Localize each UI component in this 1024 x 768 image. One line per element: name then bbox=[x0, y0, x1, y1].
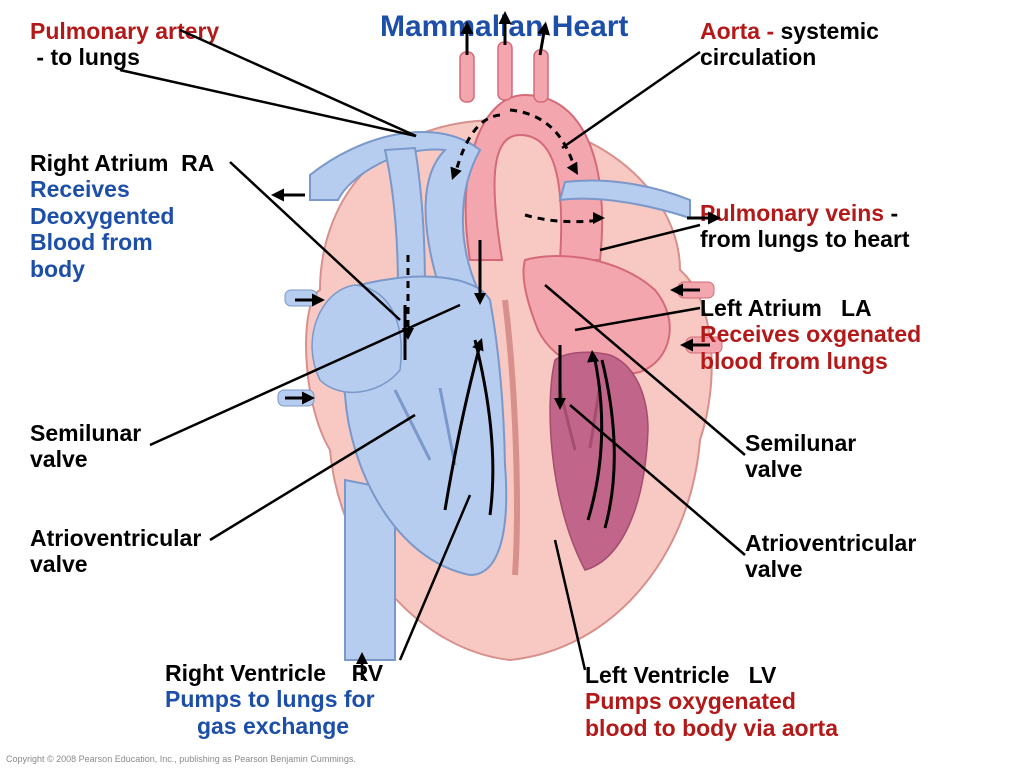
diagram-title: Mammalian Heart bbox=[380, 10, 628, 44]
right-chambers bbox=[341, 277, 506, 575]
left-atrium bbox=[523, 256, 669, 374]
leader-and-flow-arrows bbox=[0, 0, 1024, 768]
label-av-right-label: Atrioventricular valve bbox=[745, 530, 916, 583]
copyright-text: Copyright © 2008 Pearson Education, Inc.… bbox=[6, 754, 356, 764]
heart-outer-wall bbox=[306, 120, 712, 660]
label-semilunar-right-label: Semilunar valve bbox=[745, 430, 856, 483]
label-right-atrium: Right Atrium RA Receives Deoxygented Blo… bbox=[30, 150, 214, 282]
label-pulm-artery: Pulmonary artery - to lungs bbox=[30, 18, 219, 71]
pulm-vein-stub-2 bbox=[278, 390, 314, 406]
pulmonary-artery-right bbox=[560, 181, 690, 218]
left-ventricle-cavity bbox=[550, 352, 648, 570]
vena-cava-inferior bbox=[345, 480, 395, 660]
rv-up-arrow bbox=[0, 0, 1024, 768]
label-semilunar-left-label: Semilunar valve bbox=[30, 420, 141, 473]
av-valve-right bbox=[395, 388, 455, 465]
heart-illustration bbox=[0, 0, 1024, 768]
aorta-branch-1 bbox=[460, 52, 474, 102]
vena-cava-superior bbox=[385, 148, 425, 290]
aorta-arch bbox=[466, 95, 603, 260]
right-atrium bbox=[312, 285, 401, 392]
pulmonary-artery bbox=[310, 132, 480, 290]
aorta-branch-2 bbox=[498, 42, 512, 100]
av-valve-left bbox=[560, 385, 600, 450]
label-av-left-label: Atrioventricular valve bbox=[30, 525, 201, 578]
pulm-vein-stub-1 bbox=[285, 290, 317, 306]
label-right-ventricle: Right Ventricle RV Pumps to lungs for ga… bbox=[165, 660, 383, 739]
label-pulm-veins: Pulmonary veins - from lungs to heart bbox=[700, 200, 910, 253]
label-left-atrium: Left Atrium LA Receives oxgenated blood … bbox=[700, 295, 921, 374]
septum bbox=[505, 300, 517, 575]
aorta-branch-3 bbox=[534, 50, 548, 102]
label-left-ventricle: Left Ventricle LV Pumps oxygenated blood… bbox=[585, 662, 838, 741]
label-aorta: Aorta - systemic circulation bbox=[700, 18, 879, 71]
